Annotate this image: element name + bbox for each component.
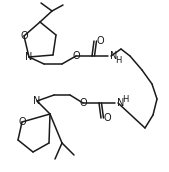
- Text: O: O: [96, 36, 104, 46]
- Text: O: O: [20, 31, 28, 41]
- Text: N: N: [25, 52, 33, 62]
- Text: O: O: [18, 117, 26, 127]
- Text: O: O: [72, 51, 80, 61]
- Text: H: H: [122, 94, 128, 104]
- Text: H: H: [115, 56, 121, 64]
- Text: N: N: [110, 51, 117, 61]
- Text: N: N: [33, 96, 41, 106]
- Text: O: O: [103, 113, 111, 123]
- Text: N: N: [117, 98, 124, 108]
- Text: O: O: [79, 98, 87, 108]
